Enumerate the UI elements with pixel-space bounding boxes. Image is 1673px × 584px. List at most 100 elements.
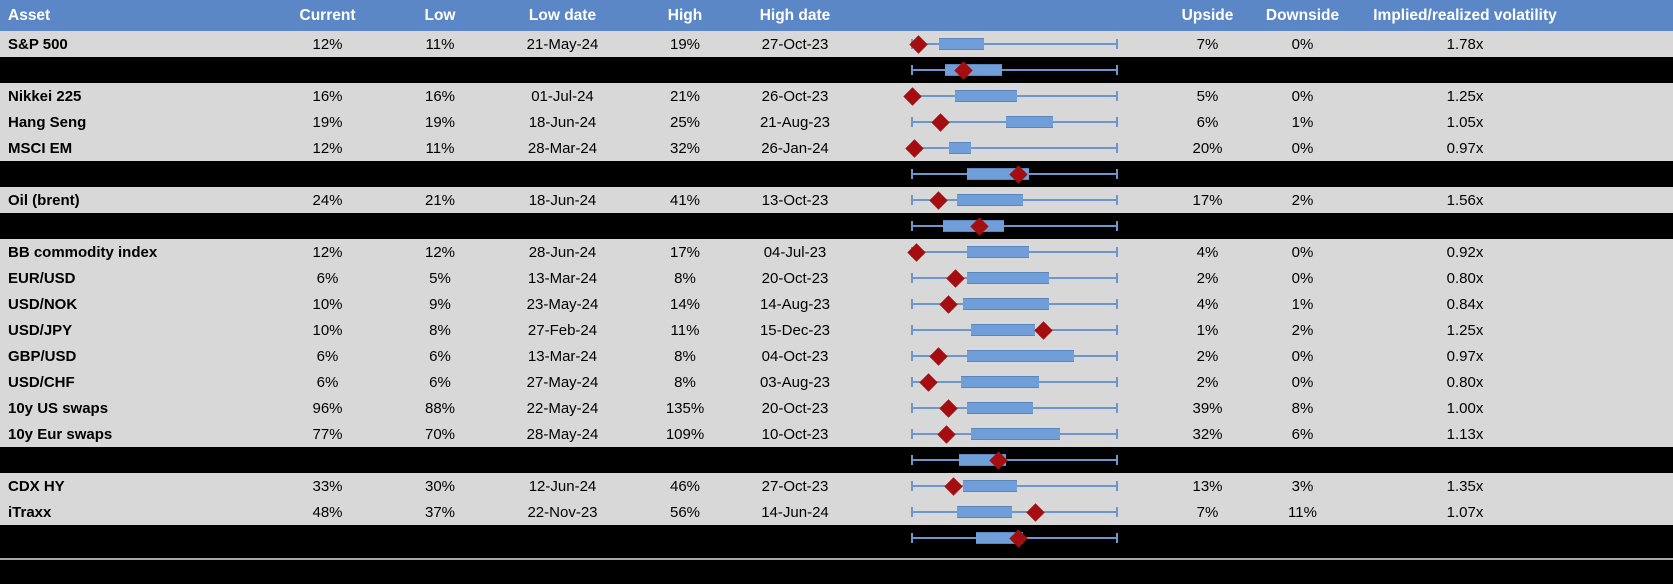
- implied-realized-cell: 0.97x: [1446, 347, 1484, 365]
- downside-cell: 2%: [1291, 191, 1314, 209]
- high-date-cell: 26-Jan-24: [761, 139, 829, 157]
- upside-cell: 1%: [1196, 321, 1219, 339]
- whisker-cap-left: [911, 455, 913, 465]
- box-range: [967, 272, 1050, 284]
- asset-cell: iTraxx: [8, 503, 52, 521]
- boxplot: [911, 109, 1118, 135]
- whisker-cap-right: [1116, 533, 1118, 543]
- current-cell: 10%: [312, 295, 343, 313]
- table-row: EUR/USD 6% 5% 13-Mar-24 8% 20-Oct-23 2% 0% 0.80x: [0, 265, 1673, 291]
- boxplot: [911, 161, 1118, 187]
- low-date-cell: 22-Nov-23: [527, 503, 598, 521]
- low-cell: 11%: [425, 139, 455, 157]
- whisker-cap-right: [1116, 351, 1118, 361]
- current-marker-diamond: [908, 34, 928, 54]
- high-date-cell: 21-Aug-23: [759, 113, 831, 131]
- header-cell-low: Low: [424, 6, 456, 24]
- whisker-cap-left: [911, 221, 913, 231]
- downside-cell: 6%: [1291, 425, 1314, 443]
- asset-cell: BB commodity index: [8, 243, 158, 261]
- high-cell: 41%: [669, 191, 701, 209]
- whisker-cap-left: [911, 429, 913, 439]
- table-footer-band: [0, 551, 1673, 584]
- whisker-cap-left: [911, 351, 913, 361]
- implied-realized-cell: 1.13x: [1446, 425, 1484, 443]
- box-range: [955, 90, 1017, 102]
- low-cell: 6%: [429, 373, 451, 391]
- group-separator-row: [0, 57, 1673, 83]
- whisker-line: [912, 511, 1117, 513]
- current-marker-diamond: [929, 190, 948, 210]
- upside-cell: 13%: [1192, 477, 1223, 495]
- high-cell: 135%: [665, 399, 705, 417]
- table-row: GBP/USD 6% 6% 13-Mar-24 8% 04-Oct-23 2% 0% 0.97x: [0, 343, 1673, 369]
- whisker-cap-right: [1116, 39, 1118, 49]
- asset-cell: 10y Eur swaps: [8, 425, 113, 443]
- low-date-cell: 18-Jun-24: [528, 113, 597, 131]
- whisker-cap-right: [1116, 247, 1118, 257]
- header-cell-downside: Downside: [1265, 6, 1340, 24]
- high-date-cell: 14-Jun-24: [761, 503, 829, 521]
- downside-cell: 1%: [1291, 113, 1314, 131]
- whisker-cap-right: [1116, 429, 1118, 439]
- boxplot: [911, 395, 1118, 421]
- box-range: [948, 142, 972, 154]
- low-cell: 21%: [424, 191, 456, 209]
- table-row: BB commodity index 12% 12% 28-Jun-24 17% 04-J…: [0, 239, 1673, 265]
- boxplot: [911, 187, 1118, 213]
- low-cell: 30%: [424, 477, 456, 495]
- header-cell-current: Current: [299, 6, 356, 24]
- boxplot-cell: [855, 109, 1160, 135]
- table-row: Oil (brent) 24% 21% 18-Jun-24 41% 13-Oct-23 17…: [0, 187, 1673, 213]
- downside-cell: 0%: [1291, 373, 1314, 391]
- boxplot: [908, 31, 1118, 57]
- boxplot-cell: [855, 57, 1160, 83]
- table-body: S&P 500 12% 11% 21-May-24 19% 27-Oct-23 7% 0% 1.…: [0, 31, 1673, 584]
- current-cell: 77%: [312, 425, 343, 443]
- boxplot-cell: [855, 421, 1160, 447]
- boxplot: [911, 343, 1118, 369]
- implied-realized-cell: 1.56x: [1446, 191, 1484, 209]
- upside-cell: 2%: [1196, 373, 1219, 391]
- high-cell: 19%: [669, 35, 701, 53]
- current-marker-diamond: [929, 346, 948, 366]
- whisker-cap-right: [1116, 325, 1118, 335]
- implied-realized-cell: 0.80x: [1446, 373, 1484, 391]
- downside-cell: 0%: [1291, 269, 1314, 287]
- boxplot: [906, 239, 1118, 265]
- whisker-cap-right: [1116, 299, 1118, 309]
- whisker-cap-right: [1116, 195, 1118, 205]
- whisker-cap-right: [1116, 481, 1118, 491]
- whisker-cap-right: [1116, 507, 1118, 517]
- current-cell: 96%: [312, 399, 343, 417]
- current-cell: 16%: [312, 87, 343, 105]
- implied-realized-cell: 1.25x: [1446, 87, 1484, 105]
- boxplot: [911, 317, 1118, 343]
- current-marker-diamond: [939, 294, 959, 314]
- downside-cell: 0%: [1291, 347, 1314, 365]
- current-cell: 6%: [316, 347, 339, 365]
- low-cell: 70%: [424, 425, 456, 443]
- whisker-cap-left: [911, 533, 913, 543]
- box-range: [938, 38, 984, 50]
- whisker-cap-right: [1116, 377, 1118, 387]
- low-date-cell: 27-May-24: [526, 373, 599, 391]
- current-marker-diamond: [1033, 320, 1053, 340]
- low-date-cell: 21-May-24: [526, 35, 599, 53]
- upside-cell: 4%: [1196, 295, 1219, 313]
- low-cell: 19%: [424, 113, 456, 131]
- asset-cell: EUR/USD: [8, 269, 76, 287]
- upside-cell: 2%: [1196, 347, 1219, 365]
- high-cell: 11%: [670, 321, 700, 339]
- boxplot-cell: [855, 291, 1160, 317]
- implied-realized-cell: 1.05x: [1446, 113, 1484, 131]
- downside-cell: 0%: [1291, 243, 1314, 261]
- low-cell: 37%: [424, 503, 456, 521]
- whisker-cap-left: [911, 117, 913, 127]
- current-cell: 48%: [312, 503, 343, 521]
- upside-cell: 4%: [1196, 243, 1219, 261]
- high-date-cell: 03-Aug-23: [759, 373, 831, 391]
- asset-cell: CDX HY: [8, 477, 65, 495]
- boxplot-cell: [855, 499, 1160, 525]
